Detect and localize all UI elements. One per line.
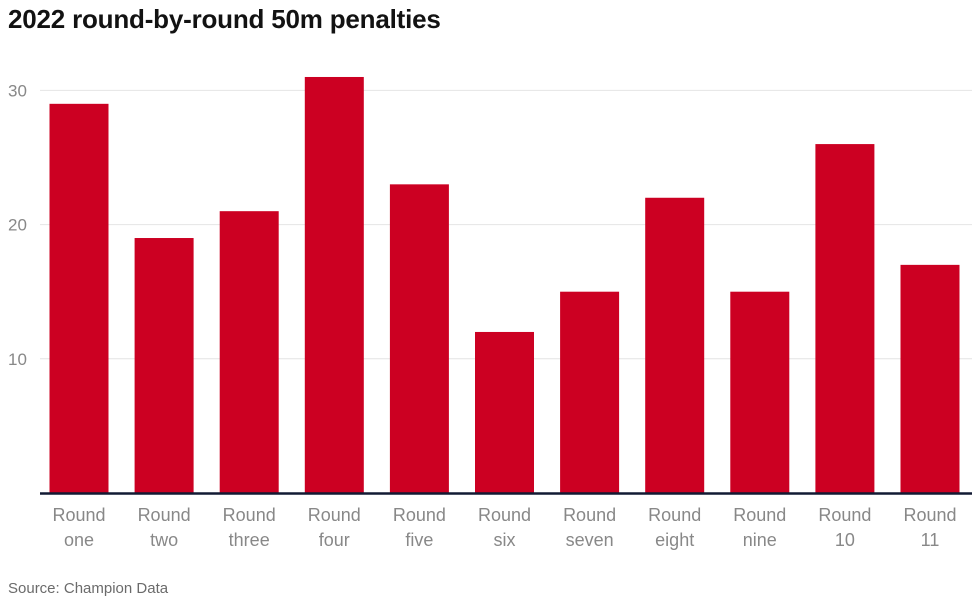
x-tick-label: Round: [903, 505, 956, 525]
bar: [134, 238, 194, 493]
bar: [219, 211, 279, 493]
x-tick-label: one: [64, 530, 94, 550]
bar: [49, 103, 109, 493]
x-axis-labels: Round one Round two Round three Round four Round…: [52, 505, 956, 550]
bar: [815, 144, 875, 493]
x-tick-label: six: [494, 530, 516, 550]
y-tick-label: 30: [8, 81, 27, 100]
x-tick-label: seven: [566, 530, 614, 550]
x-tick-label: nine: [743, 530, 777, 550]
x-tick-label: Round: [818, 505, 871, 525]
bar: [304, 76, 364, 493]
x-tick-label: Round: [138, 505, 191, 525]
x-tick-label: Round: [52, 505, 105, 525]
x-tick-label: Round: [648, 505, 701, 525]
chart-title: 2022 round-by-round 50m penalties: [8, 4, 441, 34]
bar: [389, 184, 449, 493]
x-tick-label: two: [150, 530, 178, 550]
bar: [475, 331, 534, 493]
x-tick-label: Round: [733, 505, 786, 525]
x-tick-label: Round: [393, 505, 446, 525]
bar: [560, 291, 620, 493]
x-tick-label: Round: [223, 505, 276, 525]
x-tick-label: Round: [478, 505, 531, 525]
x-tick-label: Round: [563, 505, 616, 525]
x-tick-label: eight: [655, 530, 694, 550]
x-tick-label: Round: [308, 505, 361, 525]
x-tick-label: 11: [921, 530, 940, 550]
bar: [730, 291, 790, 493]
y-axis-ticks: 10 20 30: [8, 81, 27, 368]
x-tick-label: five: [405, 530, 433, 550]
y-tick-label: 20: [8, 216, 27, 235]
x-tick-label: four: [319, 530, 350, 550]
x-tick-label: three: [229, 530, 270, 550]
bar: [645, 197, 705, 493]
bar: [900, 264, 960, 493]
bars: [49, 76, 960, 493]
y-tick-label: 10: [8, 350, 27, 369]
x-tick-label: 10: [835, 530, 855, 550]
source-note: Source: Champion Data: [8, 580, 169, 597]
